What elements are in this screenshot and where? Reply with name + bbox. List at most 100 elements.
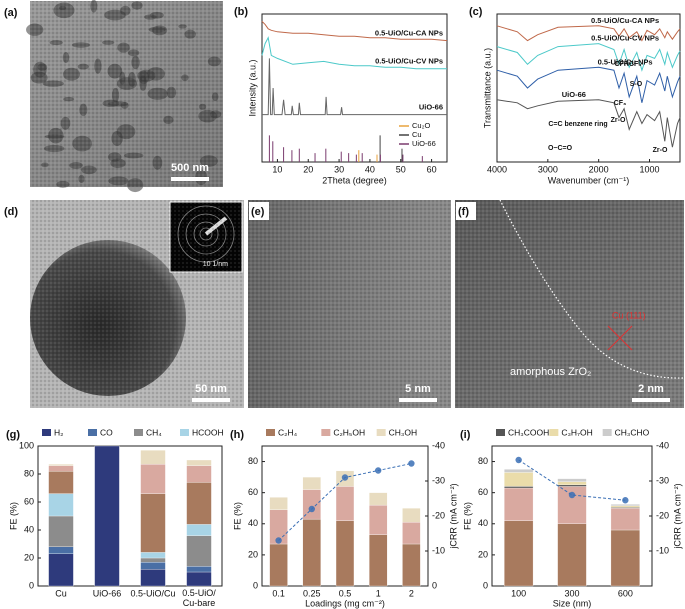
bar-segment — [140, 464, 166, 494]
y2-tick-label: -40 — [656, 440, 669, 450]
series-line — [496, 25, 681, 42]
y-tick-label: 80 — [248, 456, 258, 466]
bar-segment — [610, 505, 640, 508]
panel-label: (e) — [251, 206, 265, 218]
legend-swatch — [134, 429, 143, 436]
current-point — [515, 456, 522, 464]
annotation: Zr-O — [653, 147, 668, 154]
current-point — [408, 460, 415, 467]
y2-tick-label: -30 — [432, 475, 445, 485]
texture — [248, 200, 451, 408]
x-tick-label: Cu — [55, 588, 67, 598]
bar-segment — [140, 562, 166, 570]
bar-segment — [140, 493, 166, 553]
plot-frame — [261, 13, 448, 163]
legend-swatch — [266, 429, 275, 436]
bar-segment — [402, 508, 421, 523]
scale-label: 5 nm — [405, 383, 431, 395]
y-tick-label: 40 — [24, 524, 34, 534]
annotation: Zr-O — [611, 117, 626, 124]
current-point — [568, 491, 576, 499]
bar-segment — [186, 566, 212, 573]
bar-segment — [186, 571, 212, 587]
bar-segment — [302, 476, 321, 490]
x-tick-label: 50 — [396, 164, 406, 174]
bar-segment — [504, 486, 534, 489]
bar-segment — [48, 471, 74, 494]
x-tick-label: 4000 — [487, 164, 507, 174]
bar-segment — [557, 481, 587, 486]
x-axis-label: 2Theta (degree) — [322, 175, 387, 185]
x-tick-label: 3000 — [538, 164, 558, 174]
legend-label: CO — [100, 427, 113, 437]
y-tick-label: 40 — [478, 518, 488, 528]
bar-segment — [269, 497, 288, 510]
x-tick-label: 2000 — [589, 164, 609, 174]
legend-label: HCOOH — [192, 427, 224, 437]
current-point — [308, 505, 315, 513]
legend-swatch — [88, 429, 97, 436]
bar-segment — [48, 465, 74, 472]
scale-bar — [399, 398, 437, 402]
texture — [30, 200, 244, 408]
legend-label: UiO-66 — [412, 139, 436, 148]
interface-line — [499, 199, 685, 379]
bar-segment — [369, 492, 388, 506]
bar-segment — [186, 465, 212, 483]
x-tick-label: 30 — [334, 164, 344, 174]
bar-segment — [557, 484, 587, 487]
texture — [30, 1, 223, 187]
bar-segment — [504, 520, 534, 587]
bar-segment — [557, 523, 587, 587]
legend-label: C₂H₄ — [278, 427, 298, 437]
panel-label: (b) — [234, 6, 248, 18]
legend-label: C₃H₇OH — [561, 427, 592, 437]
x-tick-label: 1000 — [639, 164, 659, 174]
legend-swatch — [602, 429, 612, 436]
panel-label: (c) — [469, 6, 483, 18]
bar-segment — [186, 459, 212, 466]
annotation: CFRCF₃ — [615, 61, 642, 68]
current-line — [518, 459, 626, 501]
bar-segment — [335, 520, 355, 587]
bar-segment — [557, 478, 587, 482]
series-label: 0.5-UiO/Cu-CV NPs — [591, 34, 659, 43]
panel-label: (g) — [6, 429, 20, 441]
bar-segment — [335, 486, 355, 521]
series-line — [261, 21, 448, 42]
legend-label: H₂ — [54, 427, 63, 437]
bar-segment — [504, 469, 534, 473]
legend-swatch — [376, 429, 386, 436]
y2-axis-label: jCRR (mA cm⁻²) — [672, 483, 682, 549]
x-tick-label: 60 — [427, 164, 437, 174]
y-tick-label: 60 — [24, 496, 34, 506]
x-tick-label: 0.5-UiO/Cu — [130, 588, 175, 598]
plot-frame — [37, 445, 223, 587]
y-tick-label: 20 — [24, 552, 34, 562]
legend-label: CH₃COOH — [508, 427, 549, 437]
legend-label: Cu₂O — [412, 121, 430, 130]
y-tick-label: 0 — [483, 580, 488, 590]
y-tick-label: 60 — [478, 487, 488, 497]
annotation: CF₃ — [614, 100, 627, 107]
y2-tick-label: -20 — [432, 510, 445, 520]
scale-label: 500 nm — [171, 162, 209, 174]
y-axis-label: FE (%) — [232, 502, 242, 530]
bar-segment — [140, 569, 166, 587]
y-tick-label: 80 — [478, 456, 488, 466]
y-tick-label: 20 — [478, 549, 488, 559]
scale-bar — [632, 398, 670, 402]
series-line — [496, 66, 681, 103]
bar-segment — [48, 493, 74, 517]
series-label: 0.5-UiO/Cu-CA NPs — [375, 29, 443, 38]
scale-label: 2 nm — [638, 383, 664, 395]
legend-label: C₂H₅OH — [333, 427, 365, 437]
y2-tick-label: -20 — [656, 510, 669, 520]
legend-swatch — [180, 429, 189, 436]
panel-label: (i) — [460, 429, 471, 441]
annotation: amorphous ZrO₂ — [510, 366, 591, 378]
plot-frame — [496, 13, 681, 163]
texture — [455, 200, 684, 408]
series-label: 0.5-UiO/Cu NPs — [598, 57, 653, 66]
bar-segment — [94, 445, 120, 587]
